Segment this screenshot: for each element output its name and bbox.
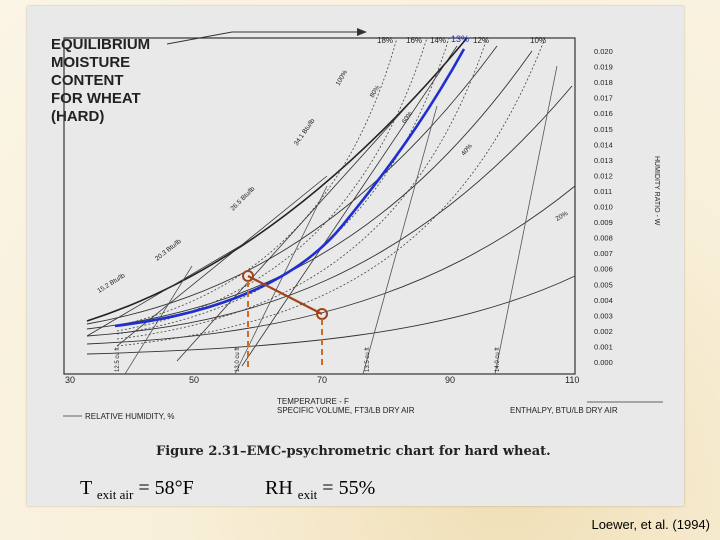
humidity-ratio-tick: 0.009 xyxy=(594,218,613,227)
chart-title: EQUILIBRIUM MOISTURE CONTENT FOR WHEAT (… xyxy=(51,36,151,125)
exit-relative-humidity-subscript: exit xyxy=(297,487,318,502)
humidity-ratio-tick: 0.004 xyxy=(594,296,613,305)
temperature-axis-label: TEMPERATURE - F xyxy=(277,397,349,406)
exit-air-temperature-symbol: T xyxy=(80,477,92,499)
enthalpy-label: 26.5 Btu/lb xyxy=(229,185,256,212)
relative-humidity-axis-label: RELATIVE HUMIDITY, % xyxy=(85,412,175,421)
emc-curve xyxy=(116,37,428,332)
emc-label-highlighted: 13% xyxy=(451,34,469,44)
rh-curve xyxy=(86,185,576,345)
temperature-tick: 110 xyxy=(565,375,579,385)
emc-label: 18% xyxy=(377,36,393,45)
humidity-ratio-tick: 0.001 xyxy=(594,342,613,351)
title-arrow xyxy=(166,31,357,45)
humidity-ratio-tick: 0.011 xyxy=(594,187,612,196)
specific-volume-label: 12.5 cu ft xyxy=(115,347,121,372)
emc-label: 10% xyxy=(530,36,546,45)
emc-label: 14% xyxy=(430,36,446,45)
temperature-tick: 90 xyxy=(445,375,455,385)
rh-curve xyxy=(86,85,573,337)
humidity-ratio-tick: 0.007 xyxy=(594,249,613,258)
temperature-tick: 30 xyxy=(65,375,75,385)
psychrometric-chart: 30 50 70 90 110 0.020 0.019 0.018 0.017 0.01… xyxy=(63,28,663,421)
humidity-ratio-tick: 0.019 xyxy=(594,63,613,72)
rh-curve-label: 20% xyxy=(555,210,570,223)
humidity-ratio-tick: 0.006 xyxy=(594,265,613,274)
emc-curve xyxy=(116,37,398,327)
humidity-ratio-tick: 0.015 xyxy=(594,125,613,134)
exit-relative-humidity-symbol: RH xyxy=(265,477,293,499)
humidity-ratio-tick: 0.003 xyxy=(594,311,613,320)
title-arrow-head xyxy=(357,28,367,36)
emc-13-percent-curve xyxy=(114,48,466,328)
citation: Loewer, et al. (1994) xyxy=(591,517,710,532)
rh-curve-label: 100% xyxy=(335,69,349,87)
emc-label: 12% xyxy=(473,36,489,45)
rh-curve-label: 40% xyxy=(460,143,474,158)
relative-humidity-curves xyxy=(86,45,576,355)
specific-volume-axis-label: SPECIFIC VOLUME, FT3/LB DRY AIR xyxy=(277,406,415,415)
enthalpy-label: 15.2 Btu/lb xyxy=(96,272,126,295)
humidity-ratio-tick: 0.000 xyxy=(594,358,613,367)
specific-volume-label: 13.5 cu ft xyxy=(365,347,371,372)
exit-air-temperature: T exit air = 58°F xyxy=(80,477,194,503)
humidity-ratio-tick: 0.020 xyxy=(594,47,613,56)
rh-curve xyxy=(86,50,533,330)
exit-relative-humidity-value: = 55% xyxy=(322,477,376,499)
chart-frame xyxy=(63,37,576,375)
specific-volume-label: 13.0 cu ft xyxy=(235,347,241,372)
enthalpy-label: 20.3 Btu/lb xyxy=(154,238,183,263)
specific-volume-label: 14.0 cu ft xyxy=(495,347,501,372)
rh-curve xyxy=(86,275,576,355)
humidity-ratio-tick: 0.014 xyxy=(594,140,613,149)
rh-curve xyxy=(86,45,498,325)
emc-curves xyxy=(116,37,546,347)
humidity-ratio-tick: 0.008 xyxy=(594,234,613,243)
humidity-ratio-tick: 0.017 xyxy=(594,94,613,103)
exit-relative-humidity: RH exit = 55% xyxy=(265,477,375,503)
humidity-ratio-tick: 0.005 xyxy=(594,280,613,289)
enthalpy-lines xyxy=(86,45,458,367)
process-line xyxy=(247,275,323,315)
saturation-curve xyxy=(86,37,468,322)
exit-air-temperature-value: = 58°F xyxy=(138,477,194,499)
humidity-ratio-tick: 0.002 xyxy=(594,327,613,336)
enthalpy-axis-label: ENTHALPY, BTU/LB DRY AIR xyxy=(510,406,618,415)
exit-air-temperature-subscript: exit air xyxy=(96,487,134,502)
humidity-ratio-tick: 0.012 xyxy=(594,171,613,180)
humidity-ratio-tick: 0.016 xyxy=(594,109,613,118)
humidity-ratio-axis-label: HUMIDITY RATIO - W xyxy=(653,156,660,226)
temperature-tick: 50 xyxy=(189,375,199,385)
figure-caption: Figure 2.31–EMC-psychrometric chart for … xyxy=(156,444,551,459)
specific-volume-lines xyxy=(124,65,558,375)
enthalpy-label: 34.1 Btu/lb xyxy=(293,117,317,147)
temperature-tick: 70 xyxy=(317,375,327,385)
humidity-ratio-tick: 0.010 xyxy=(594,203,613,212)
emc-label: 16% xyxy=(406,36,422,45)
emc-curve xyxy=(116,37,450,335)
emc-curve xyxy=(116,37,546,347)
emc-curve xyxy=(116,37,488,340)
humidity-ratio-tick: 0.018 xyxy=(594,78,613,87)
humidity-ratio-tick: 0.013 xyxy=(594,156,613,165)
